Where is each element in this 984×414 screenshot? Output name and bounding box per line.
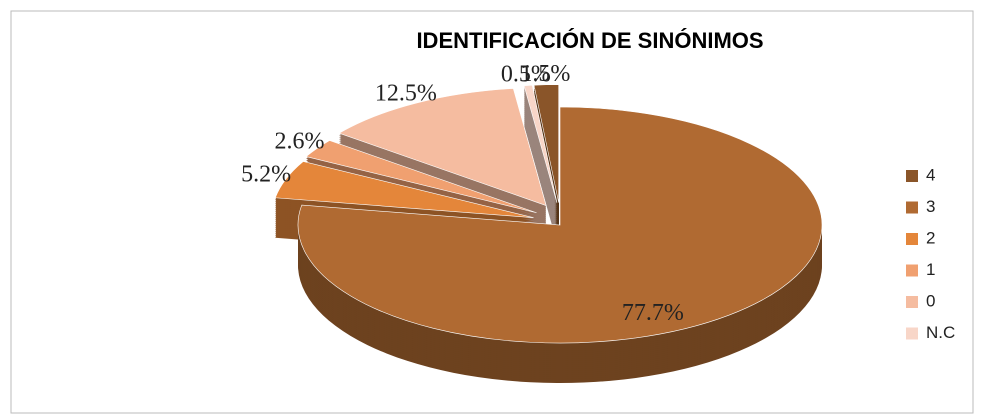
slice-side xyxy=(524,115,557,233)
slice-side xyxy=(524,123,557,241)
legend-label: 3 xyxy=(926,197,935,216)
data-label: 12.5% xyxy=(375,80,437,106)
slice-side xyxy=(524,107,557,225)
slice-side xyxy=(524,101,557,219)
slice xyxy=(274,161,534,218)
slice-side xyxy=(524,103,557,221)
slice-side xyxy=(524,97,557,215)
slice-side xyxy=(524,117,557,235)
slice-side xyxy=(524,111,557,229)
legend-label: 1 xyxy=(926,260,935,279)
slice xyxy=(523,84,558,203)
slice-side xyxy=(524,93,557,211)
legend-swatch xyxy=(906,327,918,340)
slice-side xyxy=(524,105,557,223)
slice-side xyxy=(524,95,557,213)
legend-swatch xyxy=(906,233,918,245)
legend-swatch xyxy=(906,264,918,277)
legend-swatch xyxy=(906,170,918,182)
slice xyxy=(305,140,537,214)
slice xyxy=(533,84,559,203)
slice-side xyxy=(524,121,557,239)
data-label: 0.5% xyxy=(501,62,551,88)
slice-side xyxy=(524,89,557,207)
slice-side xyxy=(524,113,557,231)
slice xyxy=(297,106,823,344)
slice-side xyxy=(524,99,557,217)
legend-swatch xyxy=(906,296,918,308)
data-label: 1.5% xyxy=(520,61,570,87)
slice-side xyxy=(524,87,557,205)
legend-label: 4 xyxy=(926,165,935,184)
slice-side xyxy=(524,91,557,209)
slice-side xyxy=(524,119,557,237)
slice-side xyxy=(524,109,557,227)
legend-label: 0 xyxy=(926,291,935,310)
chart-title: IDENTIFICACIÓN DE SINÓNIMOS xyxy=(416,28,763,53)
legend-swatch xyxy=(906,201,918,214)
legend-label: 2 xyxy=(926,228,935,247)
legend-label: N.C xyxy=(926,323,955,342)
data-label: 5.2% xyxy=(241,162,291,188)
data-label: 77.7% xyxy=(622,300,684,326)
slice xyxy=(338,88,547,207)
slice-side xyxy=(524,125,557,243)
data-label: 2.6% xyxy=(275,129,325,155)
